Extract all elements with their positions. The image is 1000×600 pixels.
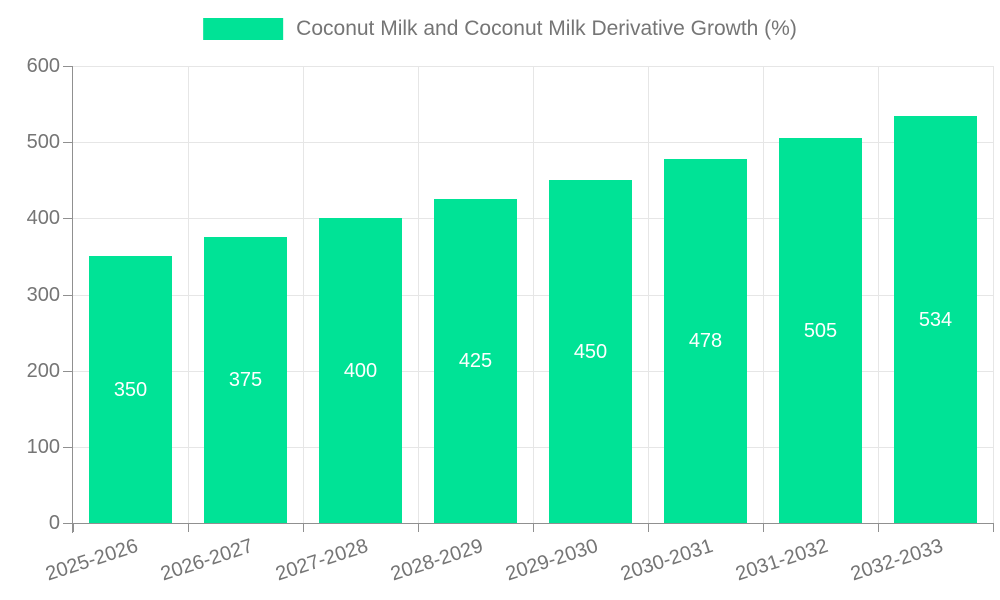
x-axis-tick-label: 2029-2030 <box>503 534 602 586</box>
gridline-vertical <box>533 66 534 523</box>
y-axis-tick <box>63 371 72 372</box>
y-axis-tick-label: 400 <box>26 207 60 229</box>
x-axis-tick-label: 2031-2032 <box>733 534 832 586</box>
x-axis-tick-label: 2025-2026 <box>43 534 142 586</box>
bar[interactable] <box>549 180 632 523</box>
x-axis-tick <box>648 523 649 532</box>
bar[interactable] <box>779 138 862 523</box>
gridline-vertical <box>993 66 994 523</box>
gridline-vertical <box>418 66 419 523</box>
bar[interactable] <box>434 199 517 523</box>
y-axis-tick-label: 200 <box>26 360 60 382</box>
gridline-vertical <box>648 66 649 523</box>
legend-swatch-icon <box>203 18 284 40</box>
x-axis-tick <box>878 523 879 532</box>
x-axis-tick <box>73 523 74 532</box>
y-axis-tick-label: 100 <box>26 436 60 458</box>
gridline-horizontal <box>73 66 993 67</box>
x-axis-tick-label: 2026-2027 <box>158 534 257 586</box>
y-axis-line <box>72 66 73 533</box>
y-axis-tick <box>63 523 72 524</box>
y-axis-tick-label: 600 <box>26 55 60 77</box>
y-axis-tick-label: 500 <box>26 131 60 153</box>
x-axis-tick <box>418 523 419 532</box>
bar[interactable] <box>894 116 977 523</box>
x-axis-tick <box>993 523 994 532</box>
legend-label: Coconut Milk and Coconut Milk Derivative… <box>296 17 797 40</box>
x-axis-tick <box>303 523 304 532</box>
y-axis-tick <box>63 66 72 67</box>
x-axis-tick <box>188 523 189 532</box>
bar[interactable] <box>89 256 172 523</box>
x-axis-line <box>72 523 993 524</box>
y-axis-tick-label: 0 <box>48 512 60 534</box>
x-axis-tick-label: 2030-2031 <box>618 534 717 586</box>
y-axis-tick <box>63 218 72 219</box>
y-axis-tick <box>63 142 72 143</box>
gridline-vertical <box>878 66 879 523</box>
bar[interactable] <box>664 159 747 523</box>
gridline-vertical <box>188 66 189 523</box>
y-axis-tick <box>63 447 72 448</box>
bar[interactable] <box>204 237 287 523</box>
x-axis-tick-label: 2028-2029 <box>388 534 487 586</box>
bar[interactable] <box>319 218 402 523</box>
y-axis-tick <box>63 295 72 296</box>
x-axis-tick-label: 2027-2028 <box>273 534 372 586</box>
y-axis-tick-label: 300 <box>26 284 60 306</box>
gridline-vertical <box>763 66 764 523</box>
x-axis-tick <box>533 523 534 532</box>
legend-item[interactable]: Coconut Milk and Coconut Milk Derivative… <box>203 16 797 42</box>
x-axis-tick <box>763 523 764 532</box>
x-axis-tick-label: 2032-2033 <box>848 534 947 586</box>
gridline-vertical <box>303 66 304 523</box>
